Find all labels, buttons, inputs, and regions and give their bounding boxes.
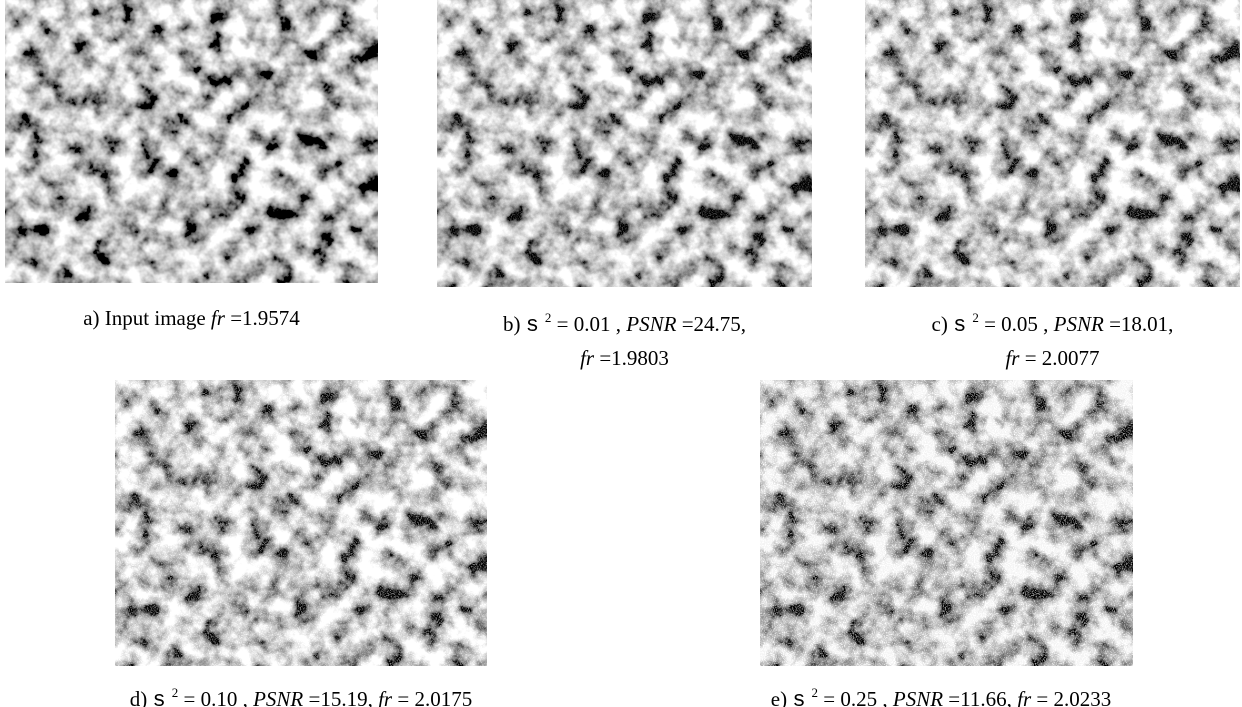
caption-superscript: 2 — [811, 685, 819, 700]
caption-symbol: s — [792, 688, 806, 707]
caption-text: = 0.10 , — [178, 687, 254, 707]
caption: a) Input image fr =1.9574 — [5, 302, 378, 334]
caption-text: = 0.25 , — [818, 687, 893, 707]
caption-symbol: s — [525, 313, 539, 338]
caption-text: =1.9803 — [594, 346, 669, 370]
caption-text: e) — [770, 687, 793, 707]
caption-text: fr — [580, 346, 595, 370]
caption-text: =24.75, — [676, 312, 747, 336]
caption-text: PSNR — [1053, 312, 1104, 336]
caption-text: = 0.01 , — [551, 312, 627, 336]
caption-text: b) — [502, 312, 526, 336]
caption-text: = 2.0077 — [1019, 346, 1100, 370]
caption-line: fr =1.9803 — [437, 342, 812, 374]
caption-superscript: 2 — [972, 310, 979, 325]
caption-text: c) — [931, 312, 954, 336]
caption-text: fr — [1005, 346, 1020, 370]
caption-text: fr — [1017, 687, 1032, 707]
caption-text: PSNR — [892, 687, 944, 707]
caption-superscript: 2 — [544, 310, 552, 325]
caption-text: fr — [378, 687, 393, 707]
caption-text: = 0.05 , — [978, 312, 1054, 336]
caption-text: d) — [129, 687, 153, 707]
noisy-image — [760, 380, 1133, 666]
caption-text: =18.01, — [1103, 312, 1174, 336]
caption-text: =1.9574 — [224, 306, 300, 330]
noisy-image — [115, 380, 487, 666]
caption-line: fr = 2.0077 — [865, 342, 1240, 374]
input-image — [5, 0, 378, 283]
caption-text: PSNR — [626, 312, 677, 336]
caption-text: fr — [210, 306, 225, 330]
noisy-image — [865, 0, 1240, 287]
caption-symbol: s — [152, 688, 166, 707]
caption-symbol: s — [953, 313, 967, 338]
caption-text: =15.19, — [303, 687, 379, 707]
noisy-image — [437, 0, 812, 287]
caption-text: = 2.0233 — [1031, 687, 1112, 707]
caption-text: = 2.0175 — [392, 687, 473, 707]
caption-text: a) Input image — [83, 306, 211, 330]
caption-superscript: 2 — [171, 685, 179, 700]
caption-text: PSNR — [253, 687, 304, 707]
caption-text: =11.66, — [943, 687, 1018, 707]
